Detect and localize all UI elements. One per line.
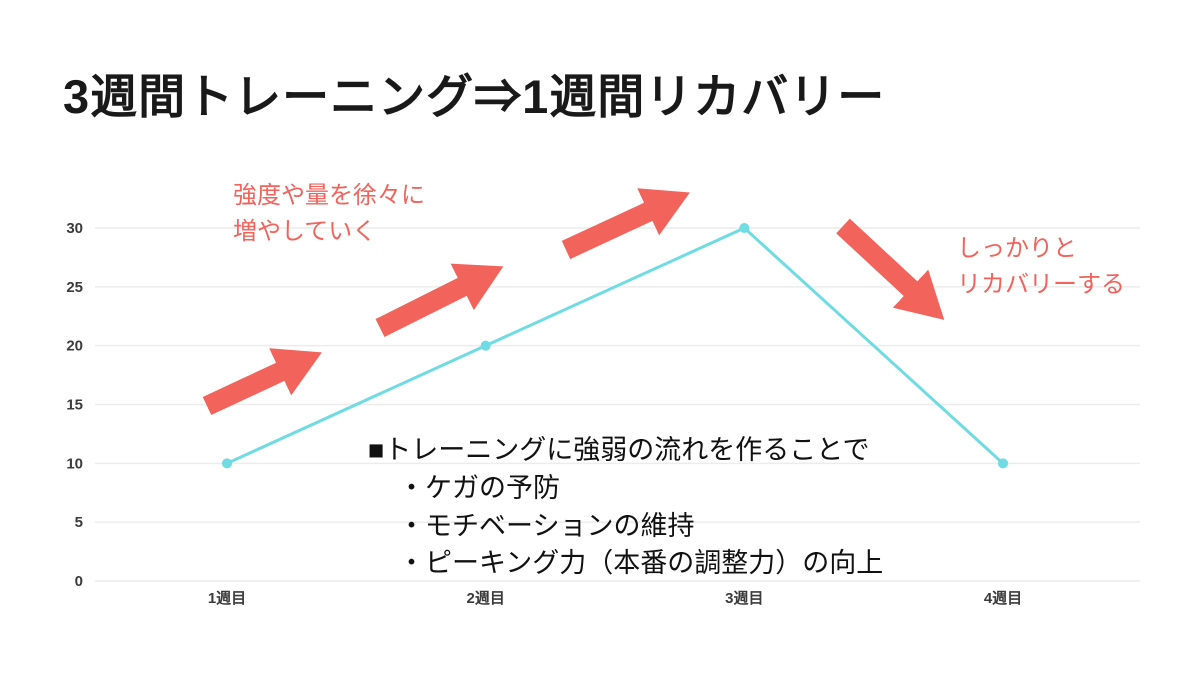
annotation-recovery: しっかりと リカバリーする bbox=[957, 231, 1125, 303]
down-right-arrow-icon bbox=[836, 218, 945, 320]
training-load-line bbox=[225, 226, 1005, 465]
x-tick-label: 3週目 bbox=[725, 590, 763, 607]
annotation-recovery-line2: リカバリーする bbox=[957, 271, 1125, 298]
data-point bbox=[998, 458, 1008, 469]
bullet-item: ・モチベーションの維持 bbox=[398, 510, 695, 541]
annotation-increase-line1: 強度や量を徐々に bbox=[233, 182, 425, 209]
annotation-increase: 強度や量を徐々に 増やしていく bbox=[233, 178, 425, 250]
x-axis-ticks: 1週目 2週目 3週目 4週目 bbox=[208, 590, 1022, 607]
x-tick-label: 1週目 bbox=[208, 590, 246, 607]
annotation-recovery-line1: しっかりと bbox=[957, 235, 1077, 262]
up-right-arrow-icon bbox=[561, 188, 690, 260]
annotation-bullets: ■トレーニングに強弱の流れを作ることで ・ケガの予防 ・モチベーションの維持 ・… bbox=[368, 432, 883, 583]
data-point-dots bbox=[222, 223, 1008, 469]
page-title: 3週間トレーニング⇒1週間リカバリー bbox=[63, 70, 886, 123]
x-tick-label: 4週目 bbox=[984, 590, 1022, 607]
data-point bbox=[480, 340, 491, 351]
bullet-item: ・ピーキング力（本番の調整力）の向上 bbox=[398, 548, 884, 579]
y-tick-label: 10 bbox=[66, 455, 83, 472]
data-point bbox=[222, 458, 232, 469]
data-point bbox=[739, 223, 750, 233]
bullets-header: ■トレーニングに強弱の流れを作ることで bbox=[368, 435, 870, 465]
bullet-item: ・ケガの予防 bbox=[398, 472, 560, 503]
up-right-arrow-icon bbox=[202, 348, 322, 416]
y-tick-label: 25 bbox=[66, 279, 83, 296]
y-tick-label: 15 bbox=[66, 397, 83, 414]
y-axis-ticks: 0 5 10 15 20 25 30 bbox=[66, 220, 83, 590]
annotation-increase-line2: 増やしていく bbox=[233, 218, 377, 245]
y-tick-label: 20 bbox=[66, 338, 83, 355]
trend-arrows bbox=[202, 188, 945, 416]
x-tick-label: 2週目 bbox=[466, 590, 504, 607]
up-right-arrow-icon bbox=[375, 263, 504, 337]
y-tick-label: 5 bbox=[75, 514, 83, 531]
y-tick-label: 30 bbox=[66, 220, 83, 237]
y-tick-label: 0 bbox=[75, 573, 83, 590]
